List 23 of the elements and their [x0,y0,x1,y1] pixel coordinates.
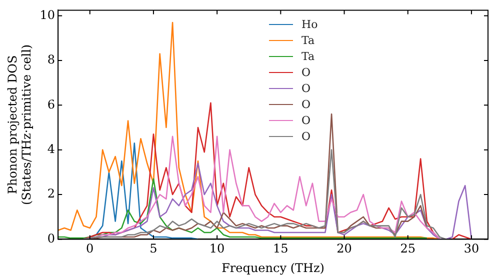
legend-label: O [302,66,311,79]
x-tick-label: 5 [150,242,158,256]
y-tick-label: 2 [47,186,56,201]
x-tick-label: 0 [86,242,94,256]
x-tick-label: 15 [273,242,288,256]
legend-label: Ta [302,50,315,63]
legend-label: O [302,98,311,111]
x-tick-label: 25 [400,242,416,256]
y-tick-label: 6 [47,97,56,112]
legend-label: Ho [302,18,318,31]
y-tick-label: 4 [47,142,56,156]
x-tick-label: 30 [464,242,480,256]
y-tick-label: 10 [40,8,56,22]
legend-label: Ta [302,34,315,47]
x-tick-label: 20 [336,242,352,256]
y-tick-label: 8 [47,52,56,67]
legend-label: O [302,82,311,95]
x-axis-title: Frequency (THz) [222,260,324,275]
legend-label: O [302,114,311,127]
y-axis-title: Phonon projected DOS (States/THz·primitive cell) [5,44,34,206]
x-tick-label: 10 [209,242,225,256]
y-tick-label: 0 [47,231,56,246]
legend-label: O [302,130,311,143]
